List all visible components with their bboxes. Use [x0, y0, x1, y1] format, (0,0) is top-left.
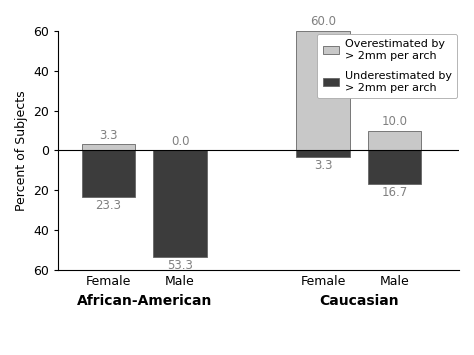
Text: 10.0: 10.0: [382, 115, 408, 128]
Text: 23.3: 23.3: [96, 200, 121, 212]
Legend: Overestimated by
> 2mm per arch, Underestimated by
> 2mm per arch: Overestimated by > 2mm per arch, Underes…: [317, 34, 457, 98]
Bar: [82, 144, 136, 151]
Text: 3.3: 3.3: [99, 129, 118, 142]
Bar: [368, 151, 421, 184]
Bar: [82, 151, 136, 197]
Bar: [153, 151, 207, 257]
Text: Caucasian: Caucasian: [319, 294, 399, 308]
Text: 60.0: 60.0: [310, 15, 336, 28]
Text: African-American: African-American: [77, 294, 212, 308]
Bar: [368, 131, 421, 151]
Text: 0.0: 0.0: [171, 135, 189, 148]
Bar: [296, 151, 350, 157]
Text: 16.7: 16.7: [382, 186, 408, 199]
Y-axis label: Percent of Subjects: Percent of Subjects: [15, 90, 28, 211]
Bar: [296, 31, 350, 151]
Text: 3.3: 3.3: [314, 159, 332, 173]
Text: 53.3: 53.3: [167, 259, 193, 272]
